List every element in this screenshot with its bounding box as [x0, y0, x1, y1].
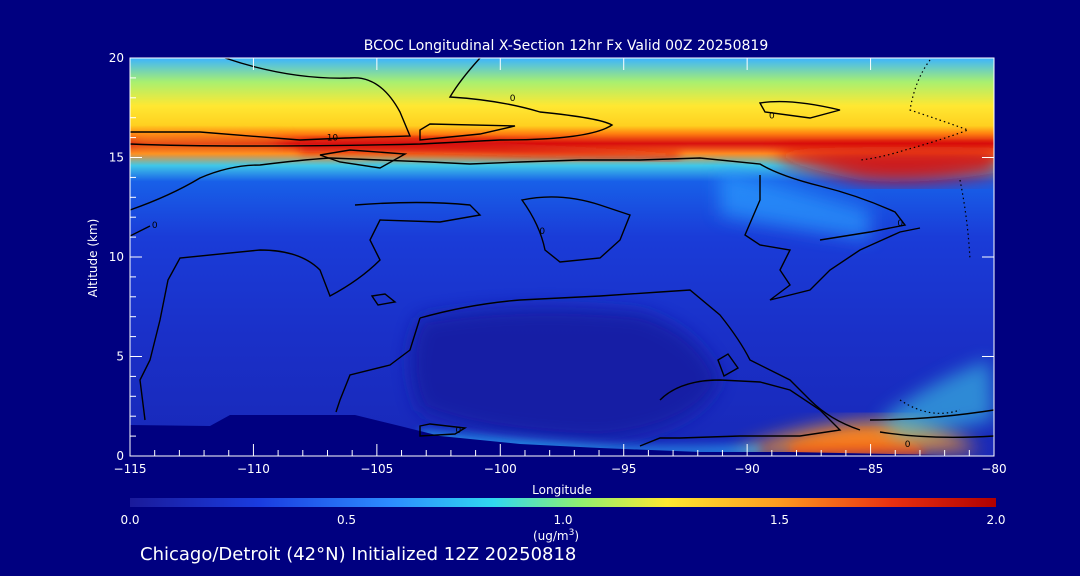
dotted-contour-line	[899, 399, 961, 414]
y-tick-label: 10	[109, 250, 124, 264]
terrain-mask	[130, 415, 994, 456]
contour-line	[869, 409, 994, 421]
east-column-bright	[720, 170, 870, 240]
y-tick-label: 5	[116, 350, 124, 364]
east-upper-max	[780, 146, 994, 182]
contour-line	[639, 379, 842, 447]
contour-label: 10	[327, 134, 339, 144]
y-tick-label: 0	[116, 449, 124, 463]
contour-line	[139, 201, 482, 421]
x-tick-label: −100	[484, 462, 517, 476]
contour-line	[717, 353, 740, 378]
contour-label: 0	[769, 112, 775, 122]
chart-title: BCOC Longitudinal X-Section 12hr Fx Vali…	[364, 38, 768, 54]
contour-line	[758, 100, 841, 119]
contour-line	[419, 423, 468, 437]
contour-line	[419, 289, 861, 431]
contour-line	[335, 317, 421, 413]
colorbar: 0.0 0.5 1.0 1.5 2.0 (ug/m3)	[120, 498, 1006, 543]
colorbar-tick-label: 2.0	[986, 513, 1005, 527]
contour-label: 0	[152, 221, 158, 231]
footer-caption: Chicago/Detroit (42°N) Initialized 12Z 2…	[140, 544, 576, 565]
contour-label: 0	[897, 219, 903, 229]
colorbar-tick-label: 0.5	[337, 513, 356, 527]
x-tick-label: −90	[734, 462, 759, 476]
contour-line	[130, 58, 412, 141]
x-tick-label: −105	[360, 462, 393, 476]
colorbar-gradient	[130, 498, 996, 507]
x-tick-label: −85	[858, 462, 883, 476]
colorbar-unit-main: (ug/m	[533, 529, 569, 543]
colorbar-unit-sup: 3	[569, 528, 575, 538]
dotted-contour-line	[959, 179, 971, 261]
contour-line	[130, 157, 907, 241]
contour-line	[370, 293, 397, 306]
y-axis: 0 5 10 15 20	[109, 51, 994, 463]
colorbar-ticks: 0.0 0.5 1.0 1.5 2.0	[120, 513, 1005, 527]
colorbar-tick-label: 1.5	[770, 513, 789, 527]
contour-line	[744, 175, 921, 301]
contour-label: 0	[905, 440, 911, 450]
contour-lines	[130, 58, 994, 447]
contour-line	[130, 58, 614, 147]
contour-line	[419, 123, 516, 141]
east-rising-plume	[880, 360, 994, 440]
colorbar-tick-label: 1.0	[553, 513, 572, 527]
y-axis-label: Altitude (km)	[86, 219, 100, 298]
x-tick-label: −115	[114, 462, 147, 476]
x-tick-label: −95	[611, 462, 636, 476]
x-tick-label: −80	[981, 462, 1006, 476]
x-axis-label: Longitude	[532, 483, 592, 497]
x-axis: −115 −110 −105 −100 −95 −90 −85 −80	[114, 58, 1007, 476]
contour-label: 0	[539, 227, 545, 237]
colorbar-unit: (ug/m3)	[533, 528, 579, 543]
contour-lines-dotted	[859, 59, 971, 414]
colorbar-tick-label: 0.0	[120, 513, 139, 527]
contour-line	[879, 431, 994, 439]
y-tick-label: 20	[109, 51, 124, 65]
contour-line	[520, 196, 631, 263]
colorbar-unit-tail: )	[574, 529, 579, 543]
contour-line	[130, 225, 151, 237]
contour-labels: 10 0 0 0 0 0 0 0	[152, 94, 911, 450]
contour-label: 0	[510, 94, 516, 104]
plot-area: 10 0 0 0 0 0 0 0	[130, 58, 994, 456]
y-tick-label: 15	[109, 151, 124, 165]
x-tick-label: −110	[237, 462, 270, 476]
contour-label: 0	[455, 426, 461, 436]
midlevel-dark-core	[410, 307, 720, 440]
